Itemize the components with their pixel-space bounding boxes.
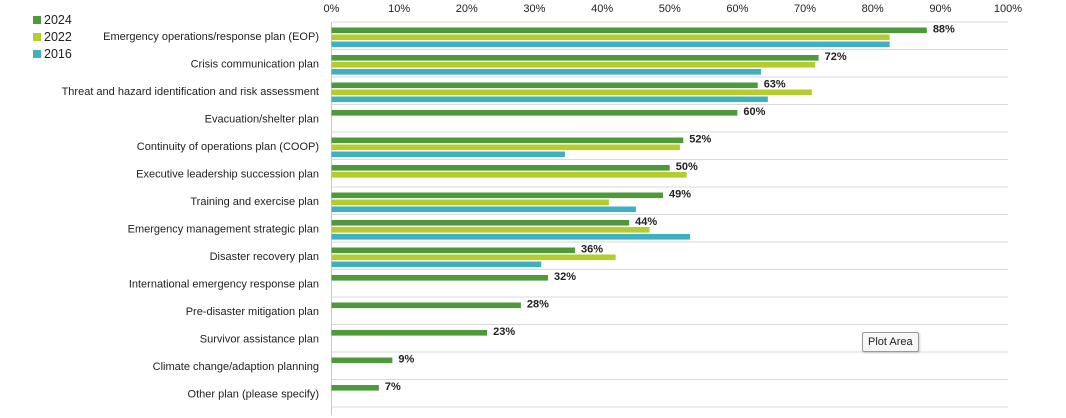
- bar-2024: [331, 55, 819, 61]
- bar-2016: [331, 206, 636, 213]
- x-tick-label: 10%: [388, 3, 410, 15]
- bar-2022: [331, 89, 812, 96]
- bar-2016: [331, 41, 890, 48]
- data-label: 23%: [493, 326, 515, 338]
- legend-swatch: [33, 33, 41, 41]
- bar-2024: [331, 247, 576, 254]
- category-label: Emergency management strategic plan: [128, 223, 319, 235]
- category-label: Executive leadership succession plan: [136, 168, 319, 180]
- data-label: 63%: [764, 79, 786, 91]
- category-label: Survivor assistance plan: [200, 333, 319, 345]
- bar-2024: [331, 137, 684, 144]
- bar-2022: [331, 62, 816, 68]
- data-label: 52%: [689, 134, 711, 146]
- category-label: Continuity of operations plan (COOP): [137, 141, 319, 153]
- legend-swatch: [33, 16, 41, 24]
- bar-2024: [331, 220, 630, 226]
- bar-2022: [331, 172, 687, 178]
- x-tick-label: 30%: [523, 3, 545, 15]
- bar-2024: [331, 82, 758, 89]
- data-label: 44%: [635, 216, 657, 228]
- bar-2024: [331, 27, 927, 34]
- data-label: 49%: [669, 189, 691, 201]
- x-tick-label: 90%: [929, 3, 951, 15]
- bar-2016: [331, 261, 542, 268]
- category-label: Pre-disaster mitigation plan: [186, 306, 319, 318]
- bar-2024: [331, 385, 379, 391]
- x-tick-label: 20%: [456, 3, 478, 15]
- x-tick-label: 50%: [659, 3, 681, 15]
- category-label: Evacuation/shelter plan: [205, 113, 319, 125]
- category-label: Training and exercise plan: [190, 196, 319, 208]
- category-label: Climate change/adaption planning: [153, 361, 319, 373]
- category-label: Crisis communication plan: [191, 58, 319, 70]
- data-label: 72%: [825, 51, 847, 63]
- legend-swatch: [33, 50, 41, 58]
- bar-2024: [331, 330, 488, 336]
- bar-2016: [331, 96, 768, 103]
- bar-2022: [331, 144, 680, 151]
- bar-2024: [331, 302, 521, 309]
- data-label: 28%: [527, 299, 549, 311]
- x-tick-label: 100%: [994, 3, 1022, 15]
- data-label: 88%: [933, 24, 955, 36]
- bar-2016: [331, 234, 691, 240]
- category-label: Other plan (please specify): [188, 388, 319, 400]
- x-tick-label: 60%: [726, 3, 748, 15]
- x-tick-label: 40%: [591, 3, 613, 15]
- category-label: International emergency response plan: [129, 278, 319, 290]
- data-label: 36%: [581, 244, 603, 256]
- bar-2024: [331, 192, 663, 199]
- bar-2022: [331, 254, 616, 261]
- plot-area-tooltip: Plot Area: [862, 332, 919, 352]
- legend-label: 2024: [44, 13, 72, 27]
- data-label: 7%: [385, 381, 401, 393]
- bar-2024: [331, 165, 670, 171]
- bar-2022: [331, 34, 890, 41]
- bar-2024: [331, 275, 548, 281]
- category-label: Emergency operations/response plan (EOP): [103, 31, 319, 43]
- category-label: Disaster recovery plan: [210, 251, 319, 263]
- legend-label: 2022: [44, 30, 72, 44]
- bar-2016: [331, 151, 565, 158]
- x-tick-label: 80%: [862, 3, 884, 15]
- bar-2022: [331, 199, 609, 206]
- legend-label: 2016: [44, 47, 72, 61]
- x-tick-label: 0%: [324, 3, 340, 15]
- category-label: Threat and hazard identification and ris…: [62, 86, 319, 98]
- data-label: 9%: [398, 354, 414, 366]
- data-label: 60%: [743, 106, 765, 118]
- bar-2016: [331, 69, 762, 75]
- bar-2022: [331, 227, 650, 233]
- bar-2024: [331, 357, 393, 364]
- data-label: 50%: [676, 161, 698, 173]
- bar-2024: [331, 110, 738, 116]
- x-tick-label: 70%: [794, 3, 816, 15]
- data-label: 32%: [554, 271, 576, 283]
